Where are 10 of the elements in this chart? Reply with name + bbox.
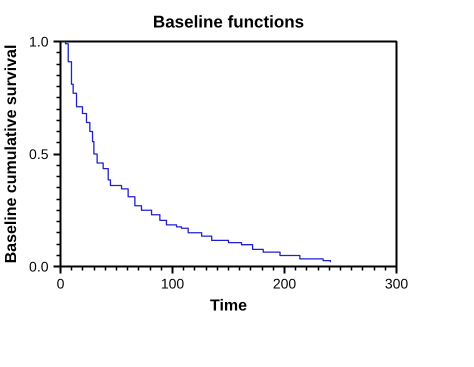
x-axis-title: Time: [210, 298, 248, 314]
y-axis-title: Baseline cumulative survival: [3, 44, 20, 264]
y-tick-label: 1.0: [29, 34, 49, 50]
y-tick-label: 0.5: [29, 146, 49, 162]
y-tick-label: 0.0: [29, 258, 49, 274]
x-tick-label: 0: [56, 276, 65, 292]
chart-title: Baseline functions: [152, 12, 304, 32]
x-tick-label: 100: [160, 276, 184, 292]
x-tick-label: 300: [384, 276, 408, 292]
x-tick-label: 200: [272, 276, 296, 292]
